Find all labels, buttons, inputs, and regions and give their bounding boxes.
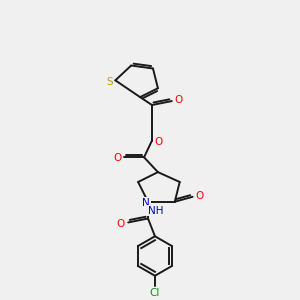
- Text: O: O: [175, 95, 183, 105]
- Text: O: O: [195, 191, 204, 201]
- Text: O: O: [113, 153, 122, 163]
- Text: S: S: [106, 77, 113, 87]
- Text: Cl: Cl: [150, 287, 160, 298]
- Text: O: O: [116, 219, 124, 230]
- Text: NH: NH: [148, 206, 164, 216]
- Text: O: O: [155, 136, 163, 146]
- Text: N: N: [142, 198, 150, 208]
